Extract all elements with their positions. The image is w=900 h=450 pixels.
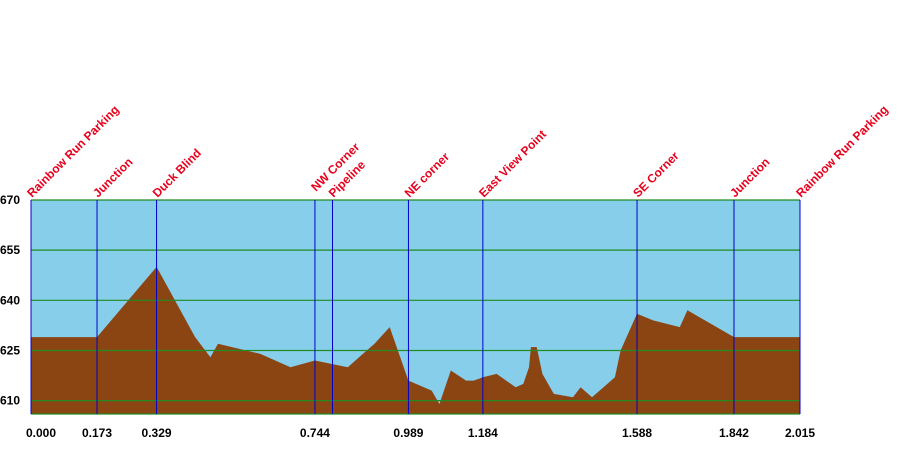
x-axis-ticks: 0.000 0.173 0.329 0.744 0.989 1.184 1.588 1.842… bbox=[26, 426, 815, 440]
waypoint-label: NE corner bbox=[402, 149, 453, 200]
waypoint-label: Junction bbox=[90, 155, 135, 200]
y-axis-ticks: 670 655 640 625 610 bbox=[0, 193, 20, 408]
x-tick-label: 0.744 bbox=[300, 426, 330, 440]
waypoint-label: SE Corner bbox=[630, 148, 682, 200]
x-tick-label: 0.329 bbox=[142, 426, 172, 440]
y-tick-label: 640 bbox=[0, 293, 20, 307]
y-tick-label: 625 bbox=[0, 343, 20, 357]
terrain-layer bbox=[31, 266, 800, 414]
x-tick-label: 2.015 bbox=[785, 426, 815, 440]
x-tick-label: 0.173 bbox=[82, 426, 112, 440]
x-tick-label: 1.588 bbox=[622, 426, 652, 440]
y-tick-label: 610 bbox=[0, 394, 20, 408]
waypoint-label: East View Point bbox=[476, 127, 549, 200]
x-tick-label: 0.000 bbox=[26, 426, 56, 440]
terrain-area bbox=[31, 266, 800, 414]
grid-layer bbox=[31, 199, 800, 415]
x-tick-label: 0.989 bbox=[393, 426, 423, 440]
waypoint-label: Junction bbox=[727, 155, 772, 200]
waypoint-label: Rainbow Run Parking bbox=[793, 103, 891, 201]
waypoint-label: Duck Blind bbox=[150, 146, 204, 200]
y-tick-label: 655 bbox=[0, 243, 20, 257]
x-tick-label: 1.842 bbox=[719, 426, 749, 440]
y-tick-label: 670 bbox=[0, 193, 20, 207]
x-tick-label: 1.184 bbox=[468, 426, 498, 440]
